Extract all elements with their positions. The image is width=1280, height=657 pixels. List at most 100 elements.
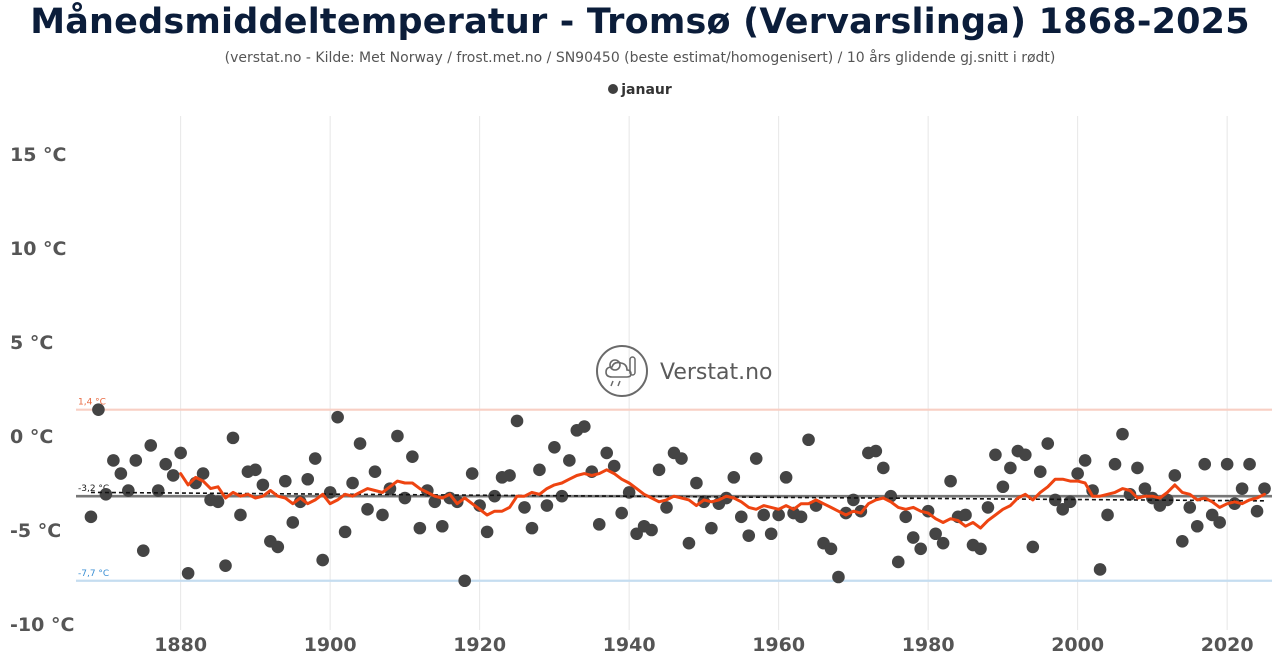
- data-point: [675, 452, 688, 465]
- data-point: [525, 521, 539, 535]
- data-point: [891, 555, 905, 569]
- data-point: [1131, 461, 1144, 475]
- data-point: [1026, 540, 1040, 554]
- data-point: [981, 501, 995, 514]
- data-point: [211, 495, 225, 509]
- reference-label-min: -7,7 °C: [78, 569, 109, 579]
- data-point: [518, 501, 531, 514]
- data-point: [1235, 482, 1249, 495]
- data-point: [286, 516, 300, 529]
- data-point: [832, 570, 845, 584]
- data-point: [488, 489, 501, 503]
- data-point: [1161, 493, 1174, 507]
- data-point: [234, 508, 247, 522]
- legend-label: janaur: [621, 82, 672, 98]
- data-point: [249, 463, 262, 477]
- data-point: [1048, 493, 1062, 507]
- data-point: [592, 518, 606, 531]
- data-point: [129, 454, 143, 467]
- data-point: [159, 457, 172, 471]
- data-point: [84, 510, 98, 524]
- data-point: [869, 444, 883, 458]
- data-point: [346, 476, 359, 490]
- data-point: [615, 506, 628, 520]
- data-point: [279, 474, 292, 488]
- data-point: [794, 510, 808, 524]
- watermark-text: Verstat.no: [660, 360, 773, 385]
- data-point: [107, 454, 120, 467]
- x-tick-label: 2020: [1201, 634, 1254, 656]
- x-tick-label: 1880: [154, 634, 207, 656]
- data-point: [361, 503, 374, 516]
- x-tick-label: 1980: [902, 634, 955, 656]
- data-point: [690, 476, 703, 490]
- data-point: [1093, 563, 1107, 576]
- x-tick-label: 1920: [453, 634, 506, 656]
- rain-icon: [617, 380, 621, 387]
- data-point: [1213, 516, 1226, 529]
- data-point: [1183, 501, 1197, 514]
- data-point: [906, 531, 920, 544]
- data-point: [226, 431, 240, 445]
- data-point: [989, 448, 1002, 462]
- x-tick-label: 1960: [752, 634, 805, 656]
- data-point: [720, 491, 733, 505]
- thermometer-icon: [629, 356, 636, 376]
- data-point: [1220, 457, 1234, 471]
- data-point: [779, 471, 793, 484]
- scatter-points: [84, 403, 1271, 588]
- data-point: [1168, 469, 1182, 482]
- grid-layer: [180, 116, 1228, 630]
- chart-title: Månedsmiddeltemperatur - Tromsø (Vervars…: [30, 2, 1250, 42]
- data-point: [1243, 457, 1256, 471]
- data-point: [839, 506, 853, 520]
- data-point: [600, 446, 614, 460]
- data-point: [114, 467, 128, 480]
- data-point: [824, 542, 838, 556]
- legend[interactable]: janaur: [0, 82, 1280, 98]
- data-point: [92, 403, 105, 416]
- data-point: [196, 467, 210, 480]
- data-point: [391, 429, 404, 443]
- y-tick-label: 10 °C: [10, 238, 67, 260]
- data-point: [607, 459, 621, 473]
- reference-label-max: 1,4 °C: [78, 398, 106, 408]
- y-tick-label: -5 °C: [10, 520, 61, 542]
- data-point: [465, 467, 479, 480]
- data-point: [974, 542, 987, 556]
- y-tick-label: 0 °C: [10, 426, 53, 448]
- data-point: [682, 536, 696, 550]
- data-point: [368, 465, 382, 479]
- data-point: [877, 461, 890, 475]
- data-point: [181, 566, 195, 580]
- data-point: [323, 486, 337, 499]
- data-point: [936, 536, 950, 550]
- data-point: [914, 542, 927, 556]
- data-point: [705, 521, 718, 535]
- data-point: [578, 420, 591, 433]
- data-point: [540, 499, 554, 512]
- sun-icon: [609, 359, 621, 371]
- trend-lines: [90, 468, 1266, 530]
- moving-average-line: [179, 468, 1266, 530]
- data-point: [398, 491, 412, 505]
- data-point: [1041, 437, 1055, 450]
- data-point: [734, 510, 748, 524]
- data-point: [458, 574, 472, 588]
- x-tick-label: 2000: [1051, 634, 1104, 656]
- rain-icon: [610, 380, 614, 387]
- data-point: [174, 446, 187, 460]
- data-point: [1258, 482, 1271, 495]
- data-point: [376, 508, 389, 522]
- data-point: [1198, 457, 1212, 471]
- data-point: [533, 463, 546, 477]
- data-point: [256, 478, 270, 492]
- legend-marker: [608, 84, 619, 94]
- data-point: [406, 450, 419, 463]
- data-point: [308, 452, 322, 465]
- y-tick-label: -10 °C: [10, 614, 74, 636]
- data-point: [503, 469, 516, 482]
- data-point: [136, 544, 150, 557]
- data-point: [435, 519, 449, 533]
- data-point: [316, 553, 329, 567]
